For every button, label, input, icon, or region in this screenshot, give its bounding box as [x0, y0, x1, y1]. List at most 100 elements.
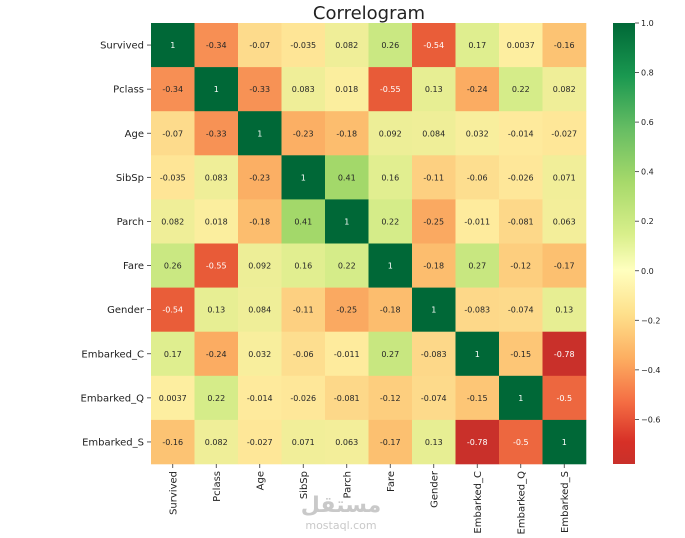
- heatmap-cell: [281, 375, 326, 421]
- y-tick-label: Fare: [123, 261, 144, 272]
- y-tick-label: Age: [125, 129, 144, 140]
- cell-value-label: 0.018: [205, 217, 228, 226]
- heatmap-cell: [194, 419, 239, 465]
- heatmap-cell: [194, 199, 239, 244]
- cell-value-label: 0.063: [553, 217, 576, 226]
- heatmap-cell: [325, 375, 369, 421]
- colorbar: [613, 23, 635, 464]
- heatmap-cell: [455, 287, 500, 332]
- cell-value-label: -0.15: [467, 394, 488, 403]
- heatmap-cell: [151, 111, 195, 156]
- cell-value-label: -0.16: [162, 438, 183, 447]
- y-tick-label: Survived: [100, 41, 144, 52]
- heatmap-cell: [368, 199, 413, 244]
- heatmap-cell: [412, 375, 456, 421]
- y-tick-label: Pclass: [113, 85, 144, 96]
- x-tick-label: Gender: [429, 470, 440, 508]
- cell-value-label: 1: [475, 350, 480, 359]
- cell-value-label: 0.13: [207, 306, 225, 315]
- cell-value-label: 1: [431, 306, 436, 315]
- cell-value-label: -0.026: [508, 173, 534, 182]
- heatmap-cell: [412, 331, 456, 377]
- heatmap-cell: [281, 331, 326, 377]
- colorbar-tick-label: 0.6: [641, 118, 654, 127]
- y-tick-label: Embarked_Q: [81, 393, 145, 404]
- cell-value-label: -0.24: [206, 350, 227, 359]
- cell-value-label: 0.032: [466, 129, 489, 138]
- cell-value-label: 0.13: [555, 306, 573, 315]
- cell-value-label: -0.07: [162, 129, 183, 138]
- heatmap-cell: [238, 155, 282, 200]
- heatmap-cell: [281, 199, 326, 244]
- cell-value-label: -0.25: [336, 306, 357, 315]
- heatmap-cell: [368, 23, 413, 68]
- cell-value-label: -0.074: [421, 394, 447, 403]
- heatmap-cell: [499, 243, 543, 288]
- cell-value-label: -0.12: [380, 394, 401, 403]
- y-tick-label: Embarked_C: [81, 349, 144, 360]
- cell-value-label: -0.33: [206, 129, 227, 138]
- watermark: مستقل mostaql.com: [301, 493, 381, 532]
- heatmap-cell: [499, 111, 543, 156]
- heatmap-cell: [412, 155, 456, 200]
- heatmap-cell: [194, 375, 239, 421]
- heatmap-cell: [455, 331, 500, 377]
- cell-value-label: -0.06: [293, 350, 314, 359]
- heatmap-cell: [499, 375, 543, 421]
- colorbar-tick-label: 0.4: [641, 168, 654, 177]
- x-tick-label: Parch: [342, 471, 353, 498]
- cell-value-label: 0.084: [248, 306, 271, 315]
- heatmap-cell: [325, 199, 369, 244]
- cell-value-label: -0.074: [508, 306, 534, 315]
- cell-value-label: 0.17: [164, 350, 182, 359]
- heatmap-cell: [238, 67, 282, 112]
- heatmap-cell: [325, 419, 369, 465]
- x-tick-label: Embarked_Q: [516, 471, 527, 535]
- heatmap-cell: [412, 111, 456, 156]
- heatmap-cell: [325, 67, 369, 112]
- heatmap-cell: [151, 67, 195, 112]
- cell-value-label: -0.24: [467, 85, 488, 94]
- heatmap-cell: [281, 111, 326, 156]
- cell-value-label: 1: [388, 262, 393, 271]
- heatmap-cell: [238, 111, 282, 156]
- cell-value-label: 0.071: [553, 173, 576, 182]
- heatmap-cell: [542, 67, 587, 112]
- cell-value-label: -0.083: [464, 306, 490, 315]
- heatmap-cell: [151, 331, 195, 377]
- cell-value-label: -0.5: [556, 394, 572, 403]
- heatmap-cell: [238, 331, 282, 377]
- heatmap-cell: [455, 243, 500, 288]
- heatmap-cell: [281, 243, 326, 288]
- cell-value-label: -0.55: [206, 262, 227, 271]
- colorbar-tick-label: 0.0: [641, 267, 654, 276]
- cell-value-label: 0.41: [294, 217, 312, 226]
- cell-value-label: 0.082: [205, 438, 228, 447]
- cell-value-label: -0.34: [162, 85, 183, 94]
- heatmap-cell: [151, 419, 195, 465]
- cell-value-label: 0.22: [207, 394, 225, 403]
- y-tick-label: Parch: [117, 217, 144, 228]
- heatmap-cell: [455, 155, 500, 200]
- cell-value-label: -0.081: [508, 217, 534, 226]
- colorbar-tick-label: −0.6: [641, 415, 660, 424]
- cell-value-label: -0.78: [554, 350, 575, 359]
- cell-value-label: 0.0037: [159, 394, 187, 403]
- cell-value-label: 0.13: [425, 85, 443, 94]
- y-tick-label: Embarked_S: [82, 437, 144, 448]
- cell-value-label: -0.18: [423, 262, 444, 271]
- heatmap-cell: [368, 375, 413, 421]
- chart-title: Correlogram: [313, 3, 425, 24]
- cell-value-label: 0.082: [335, 41, 358, 50]
- cell-value-label: 0.26: [164, 262, 182, 271]
- heatmap-cell: [238, 287, 282, 332]
- cell-value-label: 0.032: [248, 350, 271, 359]
- heatmap-cell: [325, 331, 369, 377]
- heatmap-cell: [412, 199, 456, 244]
- cell-value-label: -0.18: [380, 306, 401, 315]
- heatmap-cell: [325, 243, 369, 288]
- heatmap-cell: [281, 419, 326, 465]
- heatmap-cell: [542, 287, 587, 332]
- heatmap-cells: 1 -0.34 -0.07 -0.035 0.082 0.26 -0.54 0.17 0.003…: [151, 23, 587, 465]
- cell-value-label: -0.035: [160, 173, 186, 182]
